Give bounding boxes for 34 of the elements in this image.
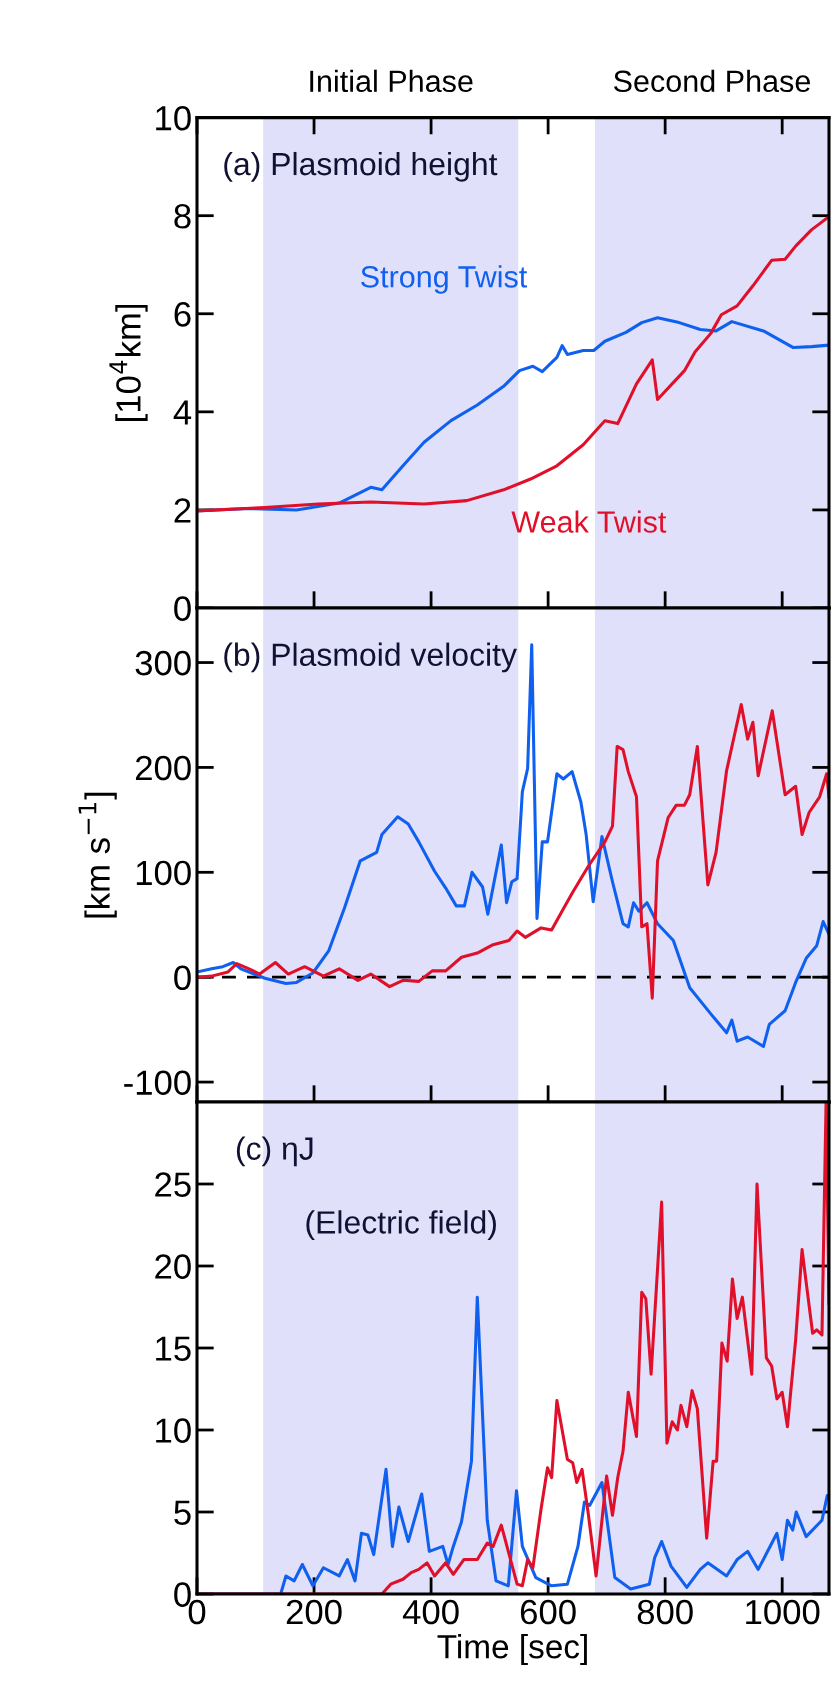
band-label: Second Phase bbox=[613, 69, 810, 93]
x-tick-label: 400 bbox=[402, 1599, 459, 1625]
y-tick-label: 300 bbox=[135, 650, 191, 676]
y-tick-label: 0 bbox=[174, 965, 191, 991]
annotation: (b) Plasmoid velocity bbox=[224, 642, 517, 673]
x-tick-label: 1000 bbox=[746, 1599, 820, 1625]
x-tick-label: 800 bbox=[637, 1599, 693, 1625]
series-label: Weak Twist bbox=[511, 510, 667, 533]
line-series bbox=[197, 643, 829, 1048]
annotation: (Electric field) bbox=[306, 1210, 496, 1240]
y-tick-label: 5 bbox=[174, 1500, 191, 1525]
x-axis-title: Time [sec] bbox=[437, 1634, 587, 1666]
y-tick-label: 0 bbox=[174, 596, 191, 621]
y-tick-label: 6 bbox=[174, 302, 191, 327]
y-tick-label: 100 bbox=[136, 860, 191, 886]
text: Strong Twist bbox=[361, 265, 528, 294]
annotation: (a) Plasmoid height bbox=[224, 151, 498, 182]
band-label: Initial Phase bbox=[310, 69, 473, 93]
y-tick-label: 20 bbox=[155, 1254, 191, 1279]
annotation: (c) ηJ bbox=[236, 1136, 313, 1167]
y-tick-label: 4 bbox=[173, 400, 192, 425]
y-axis-title: [km s$^{−1}$] bbox=[78, 792, 117, 918]
x-tick-label: 200 bbox=[286, 1599, 342, 1625]
y-tick-label: 15 bbox=[156, 1336, 191, 1361]
y-tick-label: 25 bbox=[155, 1172, 191, 1197]
y-tick-label: -100 bbox=[124, 1070, 191, 1095]
y-tick-label: 10 bbox=[156, 105, 191, 131]
y-tick-label: 10 bbox=[156, 1418, 191, 1443]
line-series bbox=[197, 702, 829, 1000]
y-axis-title: [10$^{4}$km] bbox=[109, 304, 148, 421]
y-tick-label: 2 bbox=[174, 498, 191, 523]
x-tick-label: 600 bbox=[520, 1599, 576, 1625]
y-tick-label: 8 bbox=[174, 204, 191, 229]
y-tick-label: 200 bbox=[135, 755, 191, 781]
